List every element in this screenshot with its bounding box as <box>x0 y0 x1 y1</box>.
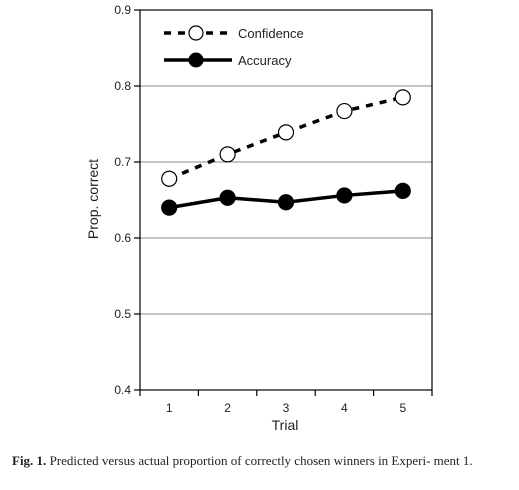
legend-confidence-label: Confidence <box>238 26 304 41</box>
legend: Confidence Accuracy <box>164 25 304 68</box>
data-point-accuracy <box>219 189 236 206</box>
y-tick-label: 0.8 <box>114 79 131 93</box>
line-chart: 0.4 0.5 0.6 0.7 0.8 0.9 1 2 3 4 5 Confidence Accur… <box>85 3 433 430</box>
y-tick-label: 0.4 <box>114 383 131 397</box>
figure-caption-text: Predicted versus actual proportion of co… <box>46 453 473 468</box>
x-tick-label: 2 <box>224 401 231 415</box>
legend-confidence-marker <box>188 25 204 41</box>
x-tick-label: 1 <box>166 401 173 415</box>
y-tick-label: 0.7 <box>114 155 131 169</box>
y-axis-title: Prop. correct <box>85 159 101 239</box>
x-axis-title: Trial <box>272 417 299 430</box>
x-tick-label: 4 <box>341 401 348 415</box>
x-tick-label: 3 <box>283 401 290 415</box>
data-point-confidence <box>277 124 295 141</box>
figure-caption: Fig. 1. Predicted versus actual proporti… <box>12 452 512 469</box>
data-point-confidence <box>161 170 178 187</box>
data-point-accuracy <box>336 187 353 204</box>
data-point-confidence <box>219 146 236 163</box>
y-tick-label: 0.5 <box>114 307 131 321</box>
data-point-accuracy <box>277 194 295 211</box>
data-point-confidence <box>336 102 353 120</box>
legend-accuracy-label: Accuracy <box>238 53 292 68</box>
chart-figure: 0.4 0.5 0.6 0.7 0.8 0.9 1 2 3 4 5 Confidence Accur… <box>85 3 433 430</box>
y-tick-label: 0.9 <box>114 3 131 17</box>
y-tick-label: 0.6 <box>114 231 131 245</box>
series-line-confidence <box>168 95 404 181</box>
x-tick-label: 5 <box>399 401 406 415</box>
legend-accuracy-marker <box>188 52 204 68</box>
data-point-accuracy <box>394 182 411 199</box>
data-point-confidence <box>394 89 411 106</box>
plot-frame <box>139 9 433 391</box>
data-point-accuracy <box>161 199 178 216</box>
figure-caption-label: Fig. 1. <box>12 453 47 468</box>
